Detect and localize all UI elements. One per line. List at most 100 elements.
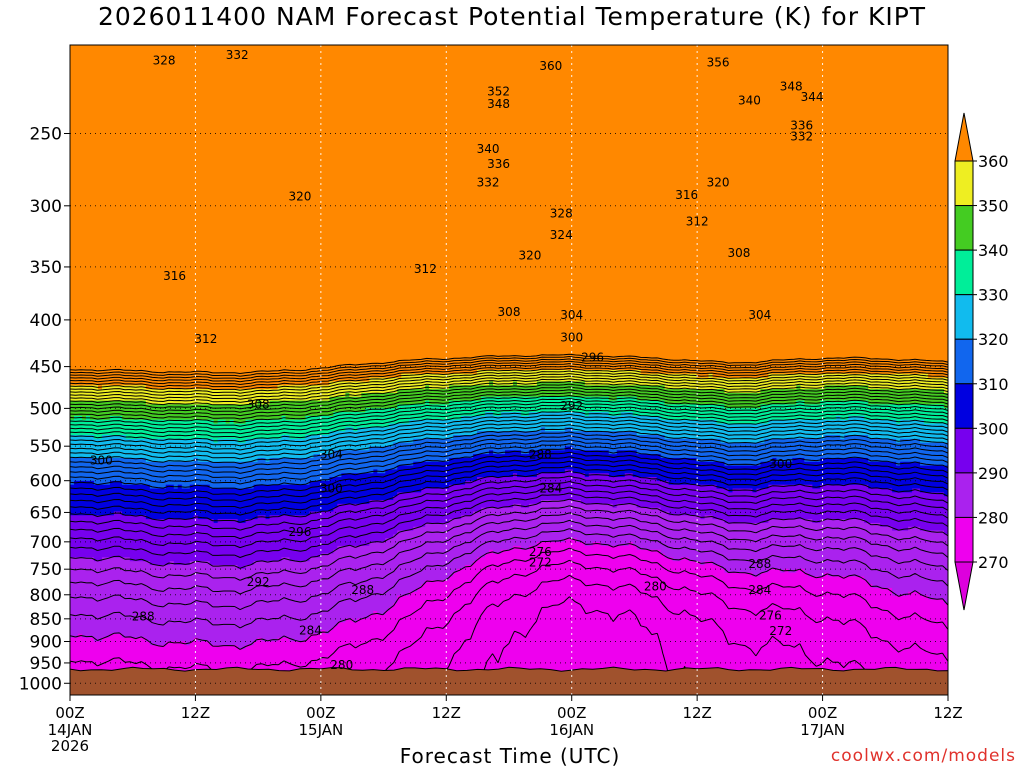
fill-cell bbox=[70, 209, 948, 214]
fill-cell bbox=[109, 480, 123, 486]
fill-cell bbox=[572, 446, 948, 451]
fill-cell bbox=[101, 385, 147, 390]
fill-cell bbox=[70, 461, 414, 467]
colorbar-label: 310 bbox=[978, 375, 1009, 394]
contour-label: 328 bbox=[153, 54, 176, 68]
fill-cell bbox=[908, 591, 921, 597]
fill-cell bbox=[70, 232, 948, 237]
fill-cell bbox=[70, 87, 948, 92]
fill-cell bbox=[616, 396, 638, 402]
fill-cell bbox=[257, 457, 267, 463]
fill-cell bbox=[564, 469, 574, 474]
fill-cell bbox=[70, 370, 478, 375]
y-tick-label: 650 bbox=[30, 503, 62, 523]
colorbar-top-arrow bbox=[954, 112, 974, 162]
fill-cell bbox=[796, 400, 805, 406]
fill-cell bbox=[636, 431, 948, 436]
fill-cell bbox=[209, 561, 255, 566]
fill-cell bbox=[70, 649, 948, 654]
fill-cell bbox=[756, 488, 893, 493]
fill-cell bbox=[70, 56, 948, 61]
fill-cell bbox=[636, 450, 948, 455]
fill-cell bbox=[864, 576, 948, 581]
colorbar-band bbox=[954, 294, 974, 340]
fill-cell bbox=[245, 565, 466, 570]
fill-cell bbox=[101, 637, 147, 643]
fill-cell bbox=[70, 377, 370, 383]
fill-cell bbox=[70, 217, 948, 222]
fill-cell bbox=[536, 381, 586, 386]
contour-label: 344 bbox=[801, 90, 824, 104]
fill-cell bbox=[660, 454, 948, 459]
fill-cell bbox=[401, 373, 698, 379]
fill-cell bbox=[70, 247, 948, 253]
fill-cell bbox=[70, 664, 948, 669]
fill-cell bbox=[70, 477, 331, 482]
fill-cell bbox=[70, 282, 948, 287]
fill-cell bbox=[868, 400, 948, 406]
colorbar-label: 270 bbox=[978, 553, 1009, 572]
fill-cell bbox=[70, 354, 948, 360]
fill-cell bbox=[369, 446, 566, 451]
y-tick-label: 1000 bbox=[19, 674, 62, 694]
fill-cell bbox=[70, 519, 215, 524]
contour-label: 336 bbox=[487, 157, 510, 171]
fill-cell bbox=[70, 240, 948, 245]
fill-cell bbox=[588, 473, 610, 478]
contour-label: 292 bbox=[247, 575, 270, 589]
fill-cell bbox=[70, 289, 948, 295]
fill-cell bbox=[121, 415, 283, 421]
x-tick-year: 2026 bbox=[51, 737, 89, 755]
fill-cell bbox=[337, 545, 514, 551]
x-tick-label: 00Z bbox=[55, 704, 84, 722]
fill-cell bbox=[397, 595, 929, 601]
fill-cell bbox=[253, 641, 948, 646]
fill-cell bbox=[704, 561, 714, 566]
fill-cell bbox=[465, 565, 722, 570]
fill-cell bbox=[70, 427, 346, 432]
fill-cell bbox=[900, 438, 921, 444]
colorbar-band bbox=[954, 205, 974, 251]
fill-cell bbox=[369, 377, 948, 383]
fill-cell bbox=[309, 633, 948, 639]
contour-label: 320 bbox=[707, 176, 730, 190]
fill-cell bbox=[70, 278, 948, 283]
fill-cell bbox=[70, 155, 948, 161]
x-tick-date: 17JAN bbox=[800, 721, 845, 739]
colorbar-label: 350 bbox=[978, 197, 1009, 216]
fill-cell bbox=[812, 519, 821, 524]
contour-label: 300 bbox=[320, 482, 343, 496]
colorbar-label: 290 bbox=[978, 464, 1009, 483]
contour-label: 316 bbox=[163, 269, 186, 283]
fill-cell bbox=[377, 610, 386, 616]
contour-label: 340 bbox=[738, 93, 761, 107]
fill-cell bbox=[125, 435, 283, 440]
fill-cell bbox=[70, 607, 390, 612]
fill-cell bbox=[724, 568, 770, 574]
fill-cell bbox=[357, 427, 542, 432]
fill-cell bbox=[409, 591, 893, 597]
fill-cell bbox=[70, 136, 948, 142]
fill-cell bbox=[608, 412, 622, 417]
fill-cell bbox=[93, 557, 103, 562]
contour-label: 272 bbox=[529, 555, 552, 569]
fill-cell bbox=[145, 457, 195, 463]
contour-label: 288 bbox=[529, 448, 552, 462]
fill-cell bbox=[70, 480, 75, 486]
fill-cell bbox=[70, 641, 151, 646]
credit-link[interactable]: coolwx.com/models bbox=[830, 746, 1016, 766]
fill-cell bbox=[149, 561, 171, 566]
fill-cell bbox=[608, 450, 618, 455]
fill-cell bbox=[792, 457, 805, 463]
fill-cell bbox=[329, 477, 478, 482]
fill-cell bbox=[70, 94, 948, 100]
fill-cell bbox=[233, 419, 247, 425]
fill-cell bbox=[70, 301, 948, 306]
fill-cell bbox=[70, 584, 422, 589]
fill-cell bbox=[493, 549, 502, 555]
fill-cell bbox=[528, 412, 586, 417]
fill-cell bbox=[70, 507, 334, 513]
fill-cell bbox=[70, 312, 948, 318]
colorbar-band bbox=[954, 383, 974, 429]
